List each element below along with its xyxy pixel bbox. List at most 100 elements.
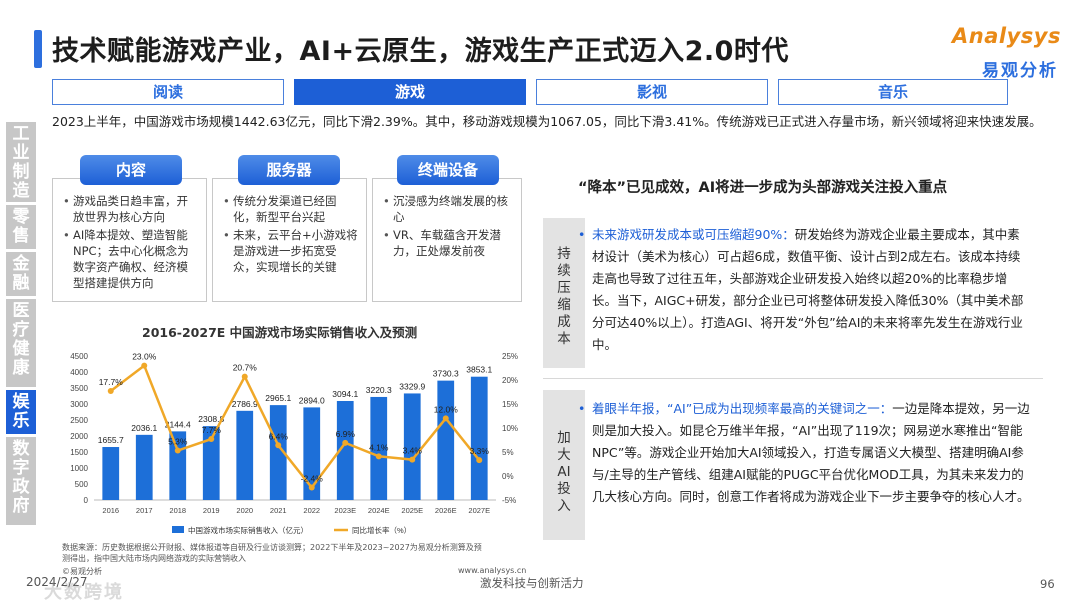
bar — [336, 400, 354, 500]
intro-paragraph: 2023上半年，中国游戏市场规模1442.63亿元，同比下滑2.39%。其中，移… — [52, 114, 1042, 129]
bar — [202, 426, 220, 500]
legend-line-label: 同比增长率（%） — [352, 525, 411, 535]
logo-en: Analysys — [952, 24, 1061, 48]
growth-point — [375, 453, 382, 460]
bar — [437, 380, 455, 500]
bar-value-label: 1655.7 — [98, 435, 124, 445]
bar-value-label: 3220.3 — [366, 385, 392, 395]
x-tick-label: 2023E — [334, 506, 356, 515]
content-item: AI降本提效、塑造智能NPC；去中心化概念为数字资产确权、经济模型搭建提供方向 — [63, 227, 198, 291]
ai-lead: 着眼半年报，“AI”已成为出现频率最高的关键词之一： — [592, 401, 893, 416]
y-left-tick: 1500 — [70, 448, 88, 457]
y-right-tick: 25% — [502, 352, 518, 361]
ai-block-text: • 着眼半年报，“AI”已成为出现频率最高的关键词之一：一边是降本提效，另一边则… — [578, 398, 1030, 508]
sidebar-item-healthcare[interactable]: 医疗健康 — [6, 299, 36, 387]
sidebar-item-finance[interactable]: 金融 — [6, 252, 36, 296]
bar-value-label: 2786.9 — [232, 399, 258, 409]
cost-block-text: • 未来游戏研发成本或可压缩超90%：研发始终为游戏企业最主要成本，其中素材设计… — [578, 224, 1030, 356]
x-tick-label: 2020 — [236, 506, 253, 515]
block-label-cost: 持续压缩成本 — [543, 218, 585, 368]
growth-point — [409, 456, 416, 463]
bar-value-label: 2308.8 — [198, 414, 224, 424]
legend-bar-swatch — [172, 526, 184, 533]
growth-value-label: -2.4% — [301, 474, 324, 484]
y-right-tick: 10% — [502, 424, 518, 433]
page-number: 96 — [1040, 577, 1055, 591]
category-tabs: 阅读 游戏 影视 音乐 — [52, 79, 1040, 105]
server-column: 传统分发渠道已经固化，新型平台兴起 未来，云平台+小游戏将是游戏进一步拓宽受众，… — [212, 178, 367, 302]
bar-value-label: 2894.0 — [299, 395, 325, 405]
y-left-tick: 4000 — [70, 368, 88, 377]
y-right-tick: -5% — [502, 496, 516, 505]
sidebar-item-manufacturing[interactable]: 工业制造 — [6, 122, 36, 202]
growth-point — [342, 439, 349, 446]
bullet-dot: • — [578, 401, 586, 416]
y-left-tick: 500 — [75, 480, 89, 489]
bar — [269, 405, 287, 500]
source-logo: ©易观分析 — [62, 567, 102, 576]
device-item: 沉浸感为终端发展的核心 — [383, 193, 513, 225]
sidebar-item-entertainment[interactable]: 娱乐 — [6, 390, 36, 434]
bar-value-label: 3730.3 — [433, 369, 459, 379]
x-tick-label: 2022 — [303, 506, 320, 515]
x-tick-label: 2019 — [203, 506, 220, 515]
growth-point — [141, 362, 148, 369]
y-left-tick: 0 — [84, 496, 89, 505]
growth-value-label: 3.3% — [470, 446, 490, 456]
source-note: 数据来源：历史数据根据公开财报、媒体报道等自研及行业访谈测算；2022下半年及2… — [62, 543, 482, 563]
y-left-tick: 1000 — [70, 464, 88, 473]
logo-cn: 易观分析 — [982, 61, 1058, 81]
bar-value-label: 3853.1 — [466, 365, 492, 375]
x-tick-label: 2016 — [102, 506, 119, 515]
device-column: 沉浸感为终端发展的核心 VR、车载蕴含开发潜力，正处爆发前夜 — [372, 178, 522, 302]
sidebar-item-digital-government[interactable]: 数字政府 — [6, 437, 36, 525]
block-label-ai: 加大AI投入 — [543, 390, 585, 540]
bullet-dot: • — [578, 227, 586, 242]
tab-reading[interactable]: 阅读 — [52, 79, 284, 105]
growth-point — [174, 447, 181, 454]
ai-body: 一边是降本提效，另一边则是加大投入。如昆仑万维半年报，“AI”出现了119次；网… — [592, 401, 1030, 504]
x-tick-label: 2017 — [136, 506, 153, 515]
growth-value-label: 23.0% — [132, 352, 157, 362]
bar-value-label: 2144.4 — [165, 419, 191, 429]
growth-value-label: 4.1% — [369, 442, 389, 452]
x-tick-label: 2024E — [368, 506, 390, 515]
bar — [403, 393, 421, 500]
tab-music[interactable]: 音乐 — [778, 79, 1008, 105]
bar — [370, 396, 388, 500]
chart-title: 2016-2027E 中国游戏市场实际销售收入及预测 — [142, 325, 418, 340]
growth-value-label: 17.7% — [99, 377, 124, 387]
bar — [102, 447, 120, 500]
device-item: VR、车载蕴含开发潜力，正处爆发前夜 — [383, 227, 513, 259]
cost-body: 研发始终为游戏企业最主要成本，其中素材设计（美术为核心）可占超6成，数值平衡、设… — [592, 227, 1024, 352]
tab-film[interactable]: 影视 — [536, 79, 768, 105]
right-section-title: “降本”已见成效，AI将进一步成为头部游戏关注投入重点 — [578, 180, 948, 196]
y-left-tick: 2500 — [70, 416, 88, 425]
content-column: 游戏品类日趋丰富，开放世界为核心方向 AI降本提效、塑造智能NPC；去中心化概念… — [52, 178, 207, 302]
footer-date: 2024/2/27 — [26, 575, 88, 589]
analysys-logo: Analysys 易观分析 — [952, 24, 1070, 81]
growth-point — [208, 436, 215, 443]
content-column-title: 内容 — [80, 155, 182, 185]
growth-value-label: 6.4% — [269, 431, 289, 441]
x-tick-label: 2027E — [468, 506, 490, 515]
growth-value-label: 6.9% — [336, 429, 356, 439]
growth-point — [442, 415, 449, 422]
growth-point — [275, 442, 282, 449]
growth-value-label: 3.4% — [403, 446, 423, 456]
growth-value-label: 7.7% — [202, 425, 222, 435]
x-tick-label: 2026E — [435, 506, 457, 515]
server-item: 未来，云平台+小游戏将是游戏进一步拓宽受众，实现增长的关键 — [223, 227, 358, 275]
bar — [135, 434, 153, 500]
x-tick-label: 2018 — [169, 506, 186, 515]
sidebar-item-retail[interactable]: 零售 — [6, 205, 36, 249]
growth-value-label: 20.7% — [233, 363, 258, 373]
growth-point — [476, 457, 483, 464]
watermark: 大数跨境 — [44, 582, 124, 603]
y-left-tick: 3500 — [70, 384, 88, 393]
growth-point — [107, 388, 114, 395]
tab-games[interactable]: 游戏 — [294, 79, 526, 105]
y-right-tick: 5% — [502, 448, 514, 457]
title-accent-bar — [34, 30, 42, 68]
x-tick-label: 2025E — [401, 506, 423, 515]
